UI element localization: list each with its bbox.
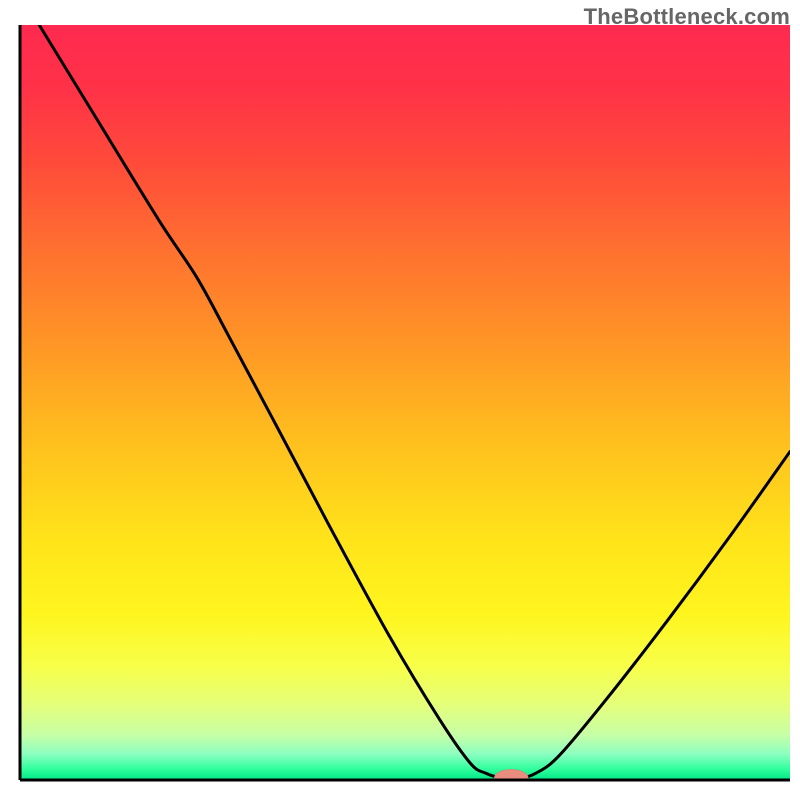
- gradient-background: [20, 25, 790, 780]
- optimum-marker: [494, 769, 528, 786]
- chart-svg: [0, 0, 800, 800]
- bottleneck-chart: TheBottleneck.com: [0, 0, 800, 800]
- watermark-text: TheBottleneck.com: [584, 4, 790, 30]
